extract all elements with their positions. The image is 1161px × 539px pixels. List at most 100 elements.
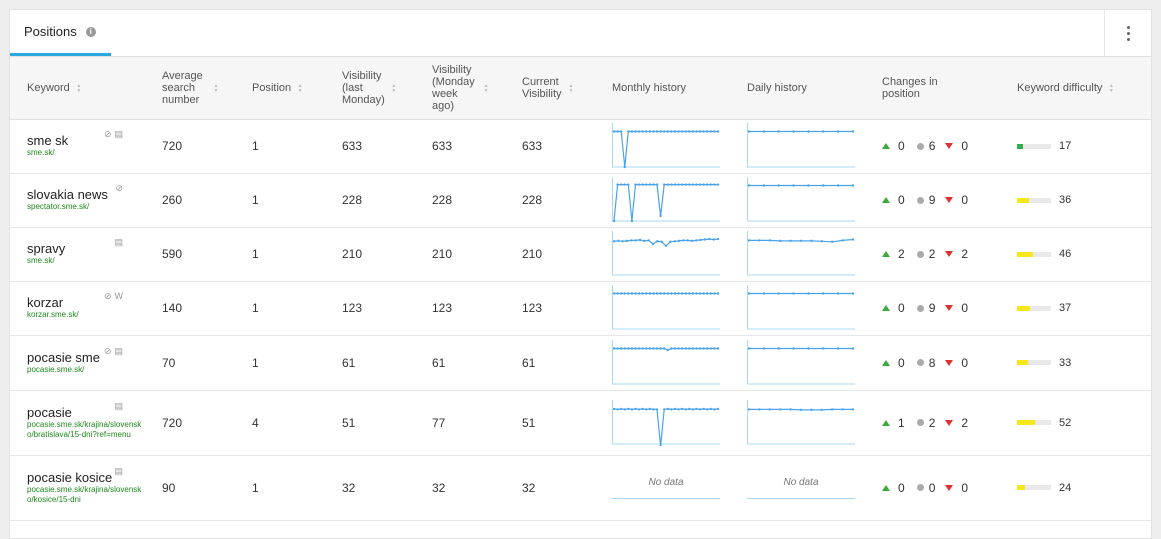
- daily-history-cell[interactable]: [730, 119, 865, 174]
- wikipedia-icon[interactable]: W: [114, 291, 124, 301]
- sparkline-point: [807, 292, 810, 295]
- keyword-icons[interactable]: ▤: [111, 401, 123, 412]
- daily-history-cell[interactable]: [730, 281, 865, 336]
- sparkline-point: [713, 346, 716, 350]
- sparkline-point: [792, 130, 795, 133]
- info-icon[interactable]: i: [85, 26, 96, 37]
- daily-history-cell[interactable]: No data: [730, 455, 865, 521]
- sparkline-point: [684, 346, 687, 350]
- sparkline-point: [670, 292, 673, 295]
- daily-history-cell[interactable]: [730, 335, 865, 391]
- document-icon[interactable]: ▤: [114, 345, 123, 356]
- keyword-text[interactable]: sme sk: [27, 133, 69, 148]
- monthly-history-cell[interactable]: [595, 119, 730, 174]
- document-icon[interactable]: ▤: [114, 129, 123, 139]
- table-row[interactable]: pocasie kosice pocasie.sme.sk/krajina/slo…: [10, 455, 1151, 521]
- sparkline-point: [663, 407, 666, 411]
- sparkline-point: [652, 183, 655, 186]
- keyword-text[interactable]: pocasie kosice: [27, 469, 113, 485]
- keyword-url[interactable]: sme.sk/: [27, 256, 55, 265]
- difficulty-bar: [1017, 197, 1051, 203]
- monthly-history-cell[interactable]: [595, 227, 730, 282]
- keyword-url[interactable]: spectator.sme.sk/: [27, 202, 90, 211]
- sparkline-point: [851, 407, 855, 411]
- vis-week-cell: 77: [415, 390, 505, 456]
- sparkline-point: [664, 244, 668, 247]
- sort-icon[interactable]: ▲▼: [390, 82, 397, 93]
- tab-positions[interactable]: Positions i: [10, 10, 111, 56]
- daily-history-cell[interactable]: [730, 390, 865, 456]
- table-row[interactable]: slovakia news spectator.sme.sk/⊘ 260 1 228 22…: [10, 173, 1151, 228]
- keyword-text[interactable]: slovakia news: [27, 187, 108, 202]
- keyword-icons[interactable]: ⊘ ▤: [101, 346, 123, 357]
- keyword-icons[interactable]: ⊘ ▤: [101, 129, 123, 140]
- link-icon[interactable]: ⊘: [115, 183, 123, 193]
- sort-icon[interactable]: ▲▼: [297, 82, 304, 93]
- monthly-history-cell[interactable]: No data: [595, 455, 730, 521]
- keyword-url[interactable]: pocasie.sme.sk/krajina/slovensko/kosice/…: [27, 484, 142, 504]
- changes-cell: 0 6 0: [865, 119, 1000, 174]
- arrow-down-icon: [945, 484, 954, 491]
- daily-history-cell[interactable]: [730, 227, 865, 282]
- sparkline-point: [702, 346, 705, 350]
- column-header-label: Current Visibility: [522, 75, 562, 100]
- column-header[interactable]: Visibility (Monday week ago) ▲▼: [415, 57, 505, 120]
- sparkline-point: [768, 239, 771, 242]
- sort-icon[interactable]: ▲▼: [1108, 82, 1115, 93]
- column-header[interactable]: Position ▲▼: [235, 57, 325, 120]
- monthly-history-cell[interactable]: [595, 390, 730, 456]
- keyword-url[interactable]: korzar.sme.sk/: [27, 310, 79, 319]
- sparkline-point: [630, 239, 633, 242]
- more-vertical-icon[interactable]: [1104, 10, 1151, 56]
- table-row[interactable]: pocasie sme pocasie.sme.sk/⊘ ▤ 70 1 61 61 61 0 8 0…: [10, 335, 1151, 391]
- column-header[interactable]: Average search number ▲▼: [145, 57, 235, 120]
- sparkline-point: [623, 292, 626, 295]
- sort-icon[interactable]: ▲▼: [75, 82, 82, 93]
- link-icon[interactable]: ⊘: [103, 345, 112, 356]
- keyword-icons[interactable]: ⊘ W: [101, 291, 123, 302]
- keyword-url[interactable]: pocasie.sme.sk/: [27, 364, 85, 374]
- monthly-history-cell[interactable]: [595, 335, 730, 391]
- table-row[interactable]: sme sk sme.sk/⊘ ▤ 720 1 633 633 633 0 6 0 17: [10, 119, 1151, 174]
- sparkline-point: [836, 292, 840, 295]
- keyword-text[interactable]: korzar: [27, 295, 64, 310]
- monthly-history-cell[interactable]: [595, 281, 730, 336]
- sort-icon[interactable]: ▲▼: [568, 82, 574, 93]
- sort-icon[interactable]: ▲▼: [483, 82, 489, 93]
- table-row[interactable]: korzar korzar.sme.sk/⊘ W 140 1 123 123 123 0 9 0 37: [10, 281, 1151, 336]
- link-icon[interactable]: ⊘: [103, 129, 112, 139]
- sparkline-point: [810, 408, 813, 411]
- keyword-text[interactable]: pocasie sme: [27, 349, 100, 365]
- document-icon[interactable]: ▤: [114, 465, 123, 476]
- sparkline-baseline: [747, 497, 855, 499]
- keyword-url[interactable]: sme.sk/: [27, 148, 55, 157]
- keyword-text[interactable]: pocasie: [27, 404, 72, 420]
- sparkline-point: [655, 407, 659, 411]
- document-icon[interactable]: ▤: [114, 400, 123, 411]
- keyword-icons[interactable]: ⊘: [112, 183, 123, 194]
- keyword-icons[interactable]: ▤: [111, 237, 123, 248]
- link-icon[interactable]: ⊘: [103, 291, 112, 301]
- keyword-icons[interactable]: ▤: [111, 466, 123, 477]
- sparkline-point: [822, 292, 825, 295]
- document-icon[interactable]: ▤: [114, 237, 123, 247]
- sparkline-point: [836, 346, 840, 350]
- sparkline-point: [807, 184, 810, 187]
- table-row[interactable]: pocasie pocasie.sme.sk/krajina/slovensko/…: [10, 390, 1151, 456]
- card-header: Positions i: [10, 10, 1151, 57]
- column-header[interactable]: Keyword ▲▼: [10, 57, 145, 120]
- sparkline-point: [709, 346, 713, 350]
- daily-history-cell[interactable]: [730, 173, 865, 228]
- sort-icon[interactable]: ▲▼: [213, 82, 219, 93]
- keyword-text[interactable]: spravy: [27, 241, 66, 256]
- table-row[interactable]: spravy sme.sk/▤ 590 1 210 210 210 2 2 2 46: [10, 227, 1151, 282]
- column-header[interactable]: Visibility (last Monday) ▲▼: [325, 57, 415, 120]
- sparkline-point: [713, 292, 716, 295]
- sparkline-point: [616, 130, 619, 133]
- sparkline-point: [688, 346, 691, 350]
- keyword-url[interactable]: pocasie.sme.sk/krajina/slovensko/bratisl…: [27, 419, 142, 439]
- monthly-history-cell[interactable]: [595, 173, 730, 228]
- column-header[interactable]: Keyword difficulty ▲▼: [1000, 57, 1151, 120]
- difficulty-bar: [1017, 251, 1051, 257]
- vis-current-cell: 61: [505, 335, 595, 391]
